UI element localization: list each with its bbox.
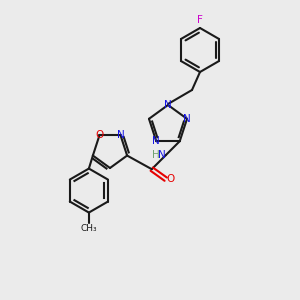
Text: N: N <box>117 130 124 140</box>
Text: O: O <box>95 130 104 140</box>
Text: N: N <box>158 150 166 160</box>
Text: F: F <box>197 15 203 25</box>
Text: O: O <box>167 174 175 184</box>
Text: H: H <box>152 150 160 160</box>
Text: N: N <box>164 100 172 110</box>
Text: N: N <box>152 136 160 146</box>
Text: N: N <box>183 114 191 124</box>
Text: CH₃: CH₃ <box>81 224 97 233</box>
